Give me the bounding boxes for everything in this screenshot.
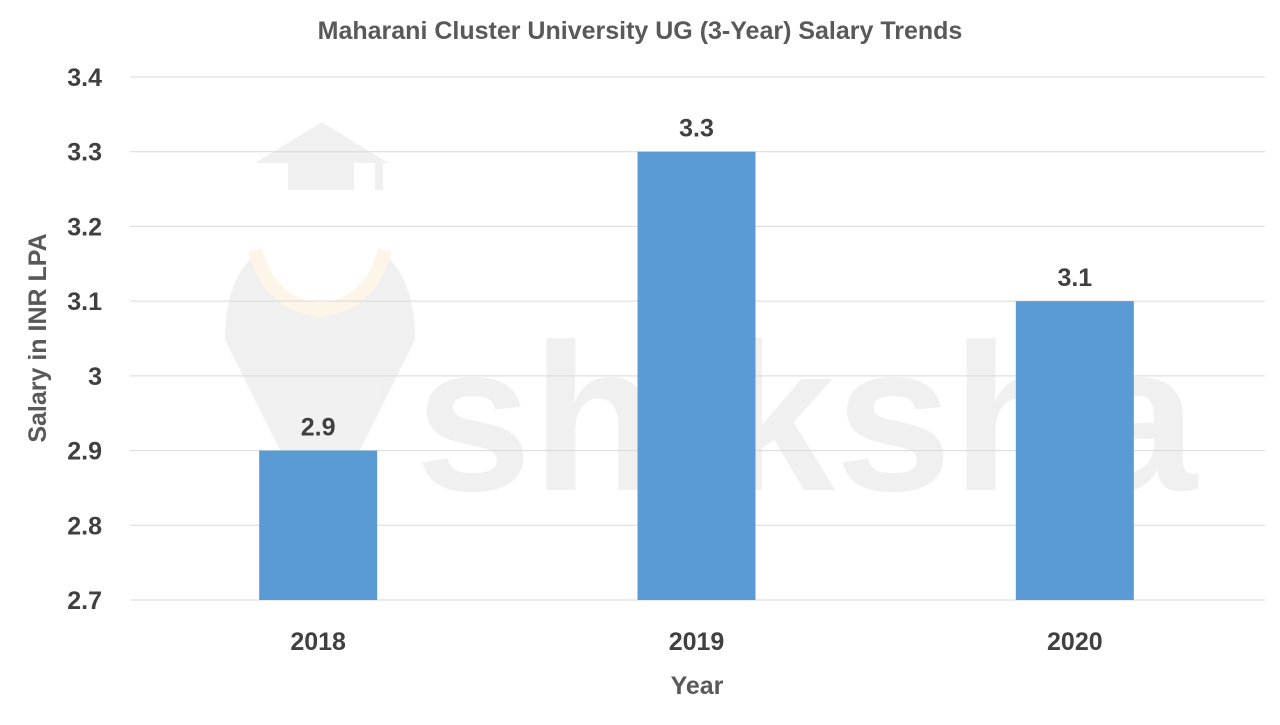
data-label-2019: 3.3 — [679, 115, 714, 143]
chart-title: Maharani Cluster University UG (3-Year) … — [318, 17, 963, 45]
y-tick-label: 3.3 — [67, 139, 102, 167]
y-tick-label: 3.1 — [67, 288, 102, 316]
y-tick-label: 2.9 — [67, 438, 102, 466]
data-label-2018: 2.9 — [301, 414, 336, 442]
bar-2019 — [637, 151, 756, 600]
y-axis-tick-labels: 2.7 2.8 2.9 3 3.1 3.2 3.3 3.4 — [67, 64, 102, 615]
y-tick-label: 2.7 — [67, 587, 102, 615]
y-axis-label: Salary in INR LPA — [24, 233, 52, 442]
x-axis-label: Year — [671, 672, 724, 700]
x-axis-tick-labels: 2018 2019 2020 — [290, 628, 1102, 656]
x-tick-label-2019: 2019 — [669, 628, 725, 656]
bar-2018 — [259, 450, 378, 600]
bars: 2.9 3.3 3.1 — [259, 115, 1134, 600]
y-tick-label: 2.8 — [67, 512, 102, 540]
data-label-2020: 3.1 — [1057, 264, 1092, 292]
y-tick-label: 3.4 — [67, 64, 102, 92]
y-tick-label: 3.2 — [67, 213, 102, 241]
x-tick-label-2020: 2020 — [1047, 628, 1103, 656]
x-tick-label-2018: 2018 — [290, 628, 346, 656]
bar-2020 — [1015, 301, 1134, 600]
y-tick-label: 3 — [88, 363, 102, 391]
